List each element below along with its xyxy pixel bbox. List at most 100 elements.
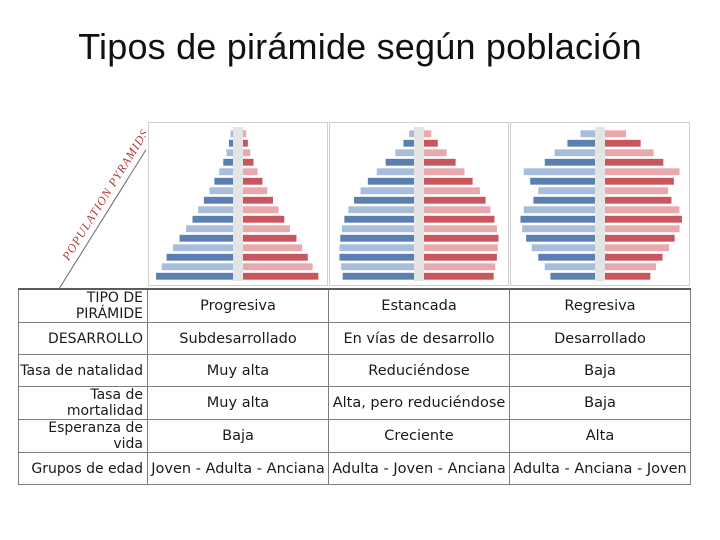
male-bar xyxy=(567,139,595,147)
female-bar xyxy=(605,177,674,185)
header-cell: Estancada xyxy=(328,288,510,323)
male-bar xyxy=(544,158,595,166)
age-axis xyxy=(414,127,424,281)
table-cell: Reduciéndose xyxy=(328,354,510,387)
male-bar xyxy=(166,253,233,261)
female-bar xyxy=(424,139,438,147)
pyramid-regresiva xyxy=(520,127,682,281)
male-bar xyxy=(538,253,595,261)
table-cell: Baja xyxy=(509,386,691,420)
row-label: Esperanza de vida xyxy=(18,419,148,453)
pyramid-estancada xyxy=(339,127,499,281)
pyramid-panel-regresiva xyxy=(510,122,690,286)
table-cell: Muy alta xyxy=(147,386,329,420)
female-bar xyxy=(424,177,473,185)
female-bar xyxy=(424,253,497,261)
female-bar xyxy=(243,253,308,261)
female-bar xyxy=(424,149,447,157)
female-bar xyxy=(243,187,268,195)
female-bar xyxy=(243,234,297,242)
male-bar xyxy=(173,244,233,252)
table-cell: Creciente xyxy=(328,419,510,453)
female-bar xyxy=(605,130,627,138)
pyramid-panel-estancada xyxy=(329,122,509,286)
male-bar xyxy=(360,187,414,195)
female-bar xyxy=(243,168,258,176)
female-bar xyxy=(243,244,303,252)
female-bar xyxy=(424,187,480,195)
male-bar xyxy=(341,225,414,233)
male-bar xyxy=(186,225,233,233)
age-axis xyxy=(595,127,605,281)
table-row: DESARROLLO Subdesarrollado En vías de de… xyxy=(18,322,691,355)
table-cell: Adulta - Anciana - Joven xyxy=(509,452,691,485)
table-cell: Alta, pero reduciéndose xyxy=(328,386,510,420)
female-bar xyxy=(243,215,285,223)
male-bar xyxy=(538,187,595,195)
header-cell: Progresiva xyxy=(147,288,329,323)
header-cell: Regresiva xyxy=(509,288,691,323)
female-bar xyxy=(243,196,273,204)
table-row: Grupos de edad Joven - Adulta - Anciana … xyxy=(18,452,691,485)
male-bar xyxy=(550,272,595,280)
male-bar xyxy=(522,225,595,233)
male-bar xyxy=(342,272,414,280)
female-bar xyxy=(605,168,680,176)
female-bar xyxy=(605,244,669,252)
pyramid-progresiva xyxy=(156,127,319,281)
table-cell: Adulta - Joven - Anciana xyxy=(328,452,510,485)
table-cell: Baja xyxy=(147,419,329,453)
female-bar xyxy=(605,263,657,271)
pyramid-panel-progresiva xyxy=(148,122,328,286)
table-cell: Alta xyxy=(509,419,691,453)
corner-label: POPULATION PYRAMIDS xyxy=(59,126,146,263)
male-bar xyxy=(339,244,414,252)
male-bar xyxy=(156,272,233,280)
male-bar xyxy=(520,215,595,223)
male-bar xyxy=(340,234,414,242)
female-bar xyxy=(605,206,680,214)
female-bar xyxy=(424,272,494,280)
female-bar xyxy=(243,158,254,166)
male-bar xyxy=(385,158,414,166)
male-bar xyxy=(192,215,233,223)
corner-cell: POPULATION PYRAMIDS xyxy=(18,118,146,288)
female-bar xyxy=(605,272,651,280)
female-bar xyxy=(243,177,263,185)
male-bar xyxy=(341,263,414,271)
female-bar xyxy=(424,263,496,271)
female-bar xyxy=(424,215,495,223)
row-label: Grupos de edad xyxy=(18,452,148,485)
male-bar xyxy=(203,196,233,204)
table-cell: Subdesarrollado xyxy=(147,322,329,355)
male-bar xyxy=(223,158,233,166)
male-bar xyxy=(219,168,233,176)
male-bar xyxy=(344,215,414,223)
male-bar xyxy=(348,206,414,214)
female-bar xyxy=(424,206,491,214)
female-bar xyxy=(424,196,486,204)
male-bar xyxy=(339,253,414,261)
male-bar xyxy=(544,263,595,271)
female-bar xyxy=(243,206,279,214)
female-bar xyxy=(424,244,498,252)
male-bar xyxy=(376,168,414,176)
male-bar xyxy=(214,177,233,185)
male-bar xyxy=(230,130,233,138)
female-bar xyxy=(243,130,247,138)
table-row: Tasa de natalidad Muy alta Reduciéndose … xyxy=(18,354,691,387)
female-bar xyxy=(605,196,672,204)
male-bar xyxy=(367,177,414,185)
male-bar xyxy=(523,206,595,214)
male-bar xyxy=(403,139,414,147)
pyramid-comparison-table: TIPO DE PIRÁMIDE Progresiva Estancada Re… xyxy=(18,288,691,485)
female-bar xyxy=(424,234,499,242)
male-bar xyxy=(531,244,595,252)
row-label: Tasa de natalidad xyxy=(18,354,148,387)
male-bar xyxy=(209,187,233,195)
table-cell: Joven - Adulta - Anciana xyxy=(147,452,329,485)
male-bar xyxy=(179,234,233,242)
table-row: Esperanza de vida Baja Creciente Alta xyxy=(18,419,691,453)
female-bar xyxy=(424,158,456,166)
header-cell: TIPO DE PIRÁMIDE xyxy=(18,288,148,323)
